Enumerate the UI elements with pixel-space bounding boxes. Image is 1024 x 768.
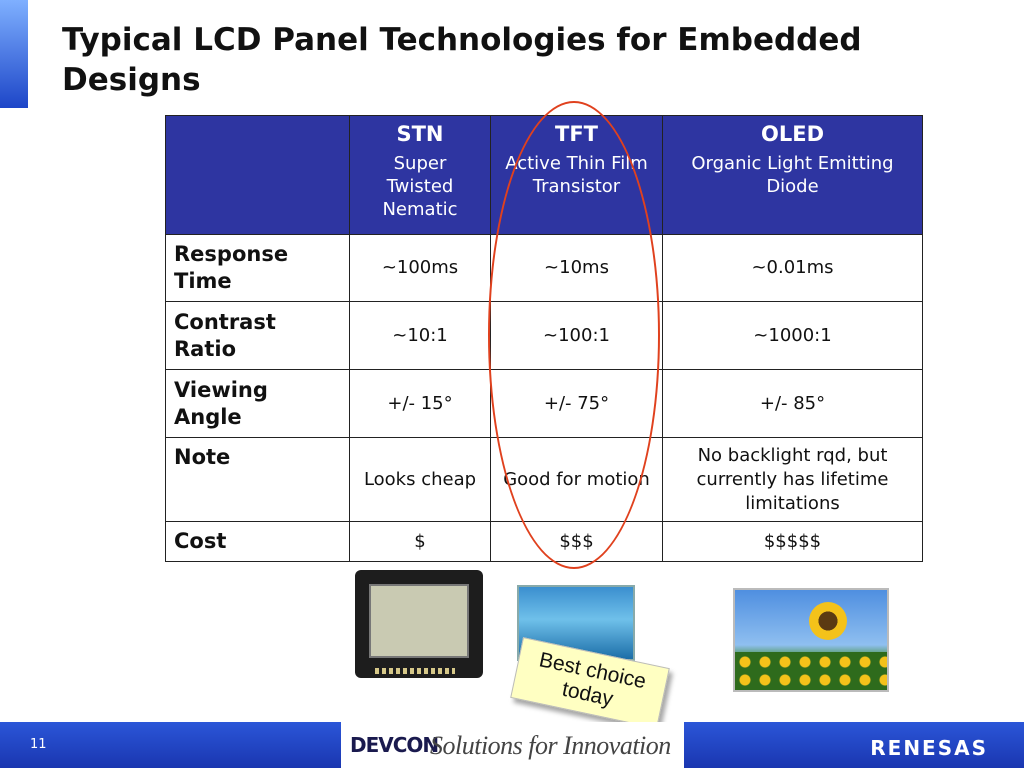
stn-screen xyxy=(369,584,469,658)
sunflower xyxy=(809,602,847,640)
row-label: Cost xyxy=(165,521,350,562)
renesas-logo: RENESAS xyxy=(870,736,988,760)
devcon-logo: DEVCON xyxy=(350,733,439,757)
page-number: 11 xyxy=(30,737,47,752)
table-cell: $$$$$ xyxy=(662,521,923,562)
table-cell: ~0.01ms xyxy=(662,234,923,302)
stn-connector-pins xyxy=(375,668,455,674)
header-empty-cell xyxy=(165,115,350,235)
slide-title: Typical LCD Panel Technologies for Embed… xyxy=(62,22,862,98)
table-cell: +/- 85° xyxy=(662,369,923,438)
column-desc: Super Twisted Nematic xyxy=(382,153,458,220)
column-name: STN xyxy=(396,122,444,146)
comparison-table: STN Super Twisted Nematic TFT Active Thi… xyxy=(165,115,923,562)
table-cell: ~10:1 xyxy=(349,301,491,370)
row-label: Note xyxy=(165,437,350,522)
footer-tagline: Solutions for Innovation xyxy=(430,731,671,760)
column-name: OLED xyxy=(760,122,824,146)
row-label: Contrast Ratio xyxy=(165,301,350,370)
oled-panel-photo xyxy=(733,588,889,692)
table-row: Cost $ $$$ $$$$$ xyxy=(165,521,923,562)
footer-logo-panel xyxy=(341,722,684,768)
tft-highlight-oval xyxy=(488,101,660,569)
row-label: Response Time xyxy=(165,234,350,302)
header-oled: OLED Organic Light Emitting Diode xyxy=(662,115,923,235)
stn-panel-photo xyxy=(355,570,483,678)
column-desc: Organic Light Emitting Diode xyxy=(691,153,894,197)
header-stn: STN Super Twisted Nematic xyxy=(349,115,491,235)
best-choice-callout: Best choice today xyxy=(510,637,670,729)
table-cell: $ xyxy=(349,521,491,562)
table-cell: ~1000:1 xyxy=(662,301,923,370)
table-cell: No backlight rqd, but currently has life… xyxy=(662,437,923,522)
sunflower-field xyxy=(735,652,887,690)
row-label: Viewing Angle xyxy=(165,369,350,438)
table-cell: ~100ms xyxy=(349,234,491,302)
table-cell: +/- 15° xyxy=(349,369,491,438)
table-cell: Looks cheap xyxy=(349,437,491,522)
title-accent-bar xyxy=(0,0,28,108)
